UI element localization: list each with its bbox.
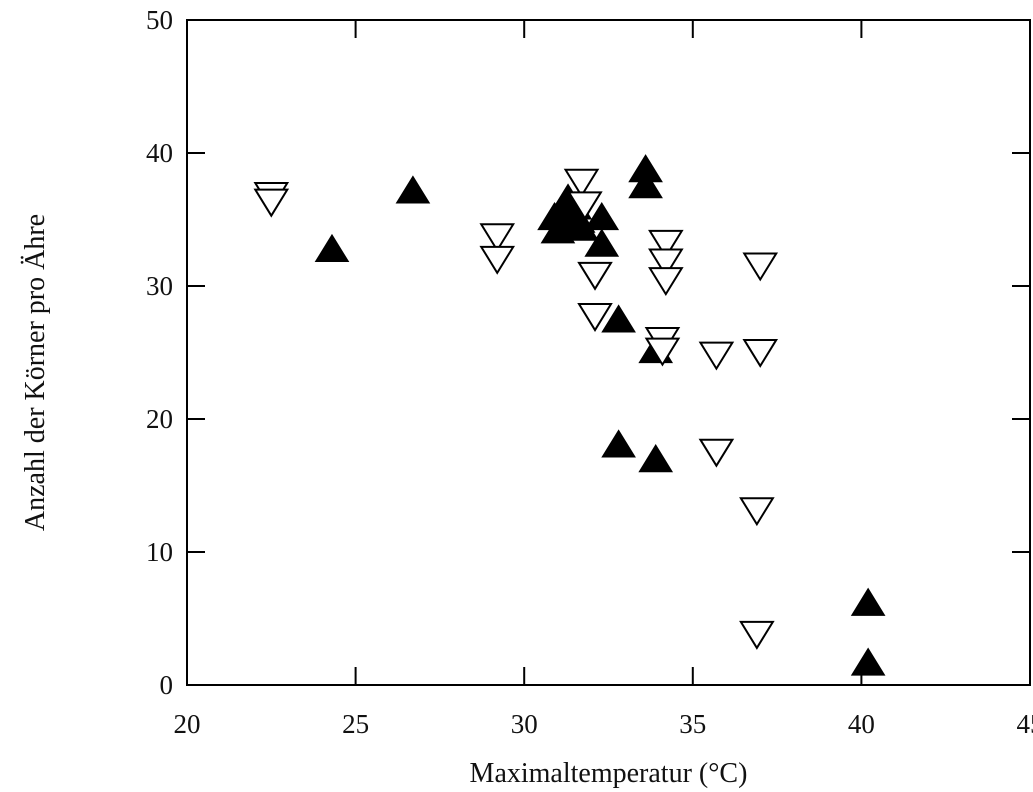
filled-triangle-point — [601, 429, 636, 458]
open-triangle-point — [698, 341, 735, 371]
plot-frame — [186, 19, 1031, 686]
x-tick-label: 30 — [511, 709, 538, 739]
open-triangle-point — [648, 229, 684, 259]
open-triangle-point — [479, 223, 516, 253]
open-triangle-point — [644, 337, 681, 367]
filled-triangle-point — [850, 587, 886, 616]
filled-triangle-point — [395, 175, 431, 204]
open-triangle-point — [742, 252, 779, 282]
open-triangle-point — [648, 248, 684, 278]
data-points — [253, 154, 886, 676]
open-triangle-point — [648, 267, 684, 297]
y-axis-title: Anzahl der Körner pro Ähre — [20, 214, 51, 531]
open-triangle-point — [577, 303, 613, 332]
open-triangle-point — [577, 261, 613, 291]
x-axis-title: Maximaltemperatur (°C) — [470, 758, 748, 789]
x-tick-label: 35 — [679, 709, 706, 739]
open-triangle-point — [567, 191, 603, 221]
open-triangle-point — [563, 168, 600, 198]
x-tick-label: 20 — [174, 709, 201, 739]
open-triangle-point — [742, 338, 779, 368]
filled-triangle-point — [850, 647, 886, 676]
x-tick-label: 45 — [1017, 709, 1033, 739]
y-tick-label: 30 — [146, 271, 173, 301]
x-tick-label: 25 — [342, 709, 369, 739]
open-triangle-point — [739, 497, 775, 527]
plot-border — [186, 19, 1031, 686]
open-triangle-point — [698, 438, 735, 468]
y-tick-label: 0 — [160, 670, 174, 700]
filled-triangle-point — [638, 444, 674, 473]
y-tick-label: 50 — [146, 5, 173, 35]
tick-labels: 20 25 30 35 40 45 0 10 20 30 40 50 — [146, 5, 1033, 739]
axis-ticks — [186, 19, 1031, 686]
filled-triangle-point — [584, 228, 620, 257]
filled-triangle-point — [314, 233, 350, 263]
open-triangle-point — [253, 188, 290, 218]
y-tick-label: 10 — [146, 537, 173, 567]
x-tick-label: 40 — [848, 709, 875, 739]
y-tick-label: 20 — [146, 404, 173, 434]
open-triangle-point — [479, 245, 516, 275]
y-tick-label: 40 — [146, 138, 173, 168]
filled-triangle-point — [601, 304, 636, 333]
filled-triangle-point — [628, 170, 663, 199]
open-triangle-point — [739, 620, 775, 650]
